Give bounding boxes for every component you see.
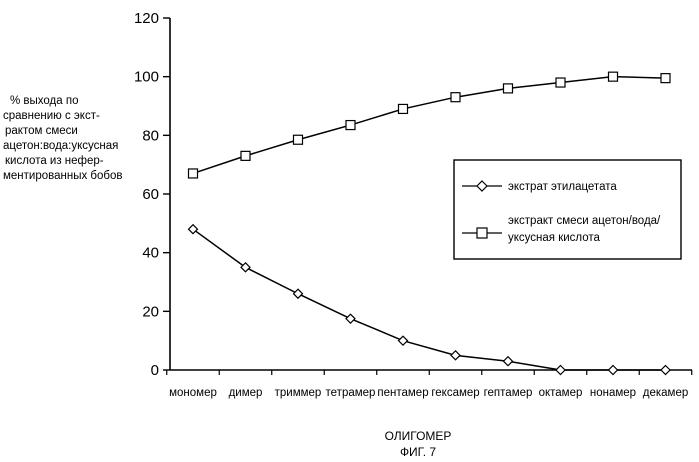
x-tick-label: нонамер [590,387,636,399]
y-tick-label: 60 [142,186,159,203]
data-point-square [555,77,566,88]
data-point-square [240,150,251,161]
x-tick-label: октамер [539,387,583,399]
y-tick-label: 20 [142,303,159,320]
x-ticks: мономер димер триммер тетрамер пентамер гекса… [166,370,693,399]
data-point-square [660,73,671,84]
legend-label-acetone-mix-line2: уксусная кислота [508,232,601,244]
y-axis-label-line: кислота из нефер- [5,155,104,167]
legend-box [453,159,682,260]
data-point-diamond [397,335,409,347]
data-point-square [607,71,619,82]
y-tick-label: 120 [134,10,159,27]
legend-label-acetone-mix-line1: экстракт смеси ацетон/вода/ [508,215,661,227]
data-point-square [187,168,199,179]
y-axis-label-line: сравнению с экст- [3,110,100,122]
x-axis-title: ОЛИГОМЕР [385,429,452,443]
data-point-square [397,103,409,115]
data-point-square [292,134,304,145]
y-axis-label-line: рактом смеси [5,125,78,137]
x-tick-label: декамер [643,387,688,399]
data-point-square [502,83,514,94]
y-tick-label: 100 [134,69,159,86]
x-tick-label: гексамер [431,387,479,399]
data-point-diamond [345,313,356,325]
data-point-diamond [555,364,566,376]
data-point-diamond [502,355,514,367]
data-point-diamond [187,223,199,235]
y-axis-label: % выхода по сравнению с экст- рактом сме… [3,95,123,182]
x-tick-label: мономер [169,387,217,399]
y-axis-label-line: ацетон:вода:уксусная [3,140,118,152]
data-point-square [450,92,461,103]
x-tick-label: гептамер [484,387,533,399]
data-point-diamond [240,261,251,273]
legend-marker-diamond [476,180,488,192]
legend-label-ethyl-acetate: экстрат этилацетата [508,181,617,193]
series-line-0 [192,228,666,371]
legend: экстрат этилацетата экстракт смеси ацето… [453,159,682,260]
y-ticks: 0 20 40 60 80 100 120 [134,10,170,379]
y-axis-label-line: % выхода по [10,95,78,107]
series-layer [187,71,671,376]
y-tick-label: 40 [142,245,159,262]
data-point-diamond [660,364,671,376]
x-tick-label: триммер [275,387,322,399]
x-tick-label: тетрамер [326,387,376,399]
y-tick-label: 80 [142,127,159,144]
figure-caption: ФИГ. 7 [400,445,436,459]
y-axis-label-line: ментированных бобов [3,170,123,182]
x-tick-label: димер [229,387,263,399]
data-point-diamond [292,288,304,300]
x-tick-label: пентамер [377,387,428,399]
data-point-square [345,119,356,131]
y-tick-label: 0 [151,362,159,379]
data-point-diamond [450,349,461,361]
series-line-1 [192,75,666,175]
legend-marker-square [476,227,488,239]
data-point-diamond [607,364,619,376]
